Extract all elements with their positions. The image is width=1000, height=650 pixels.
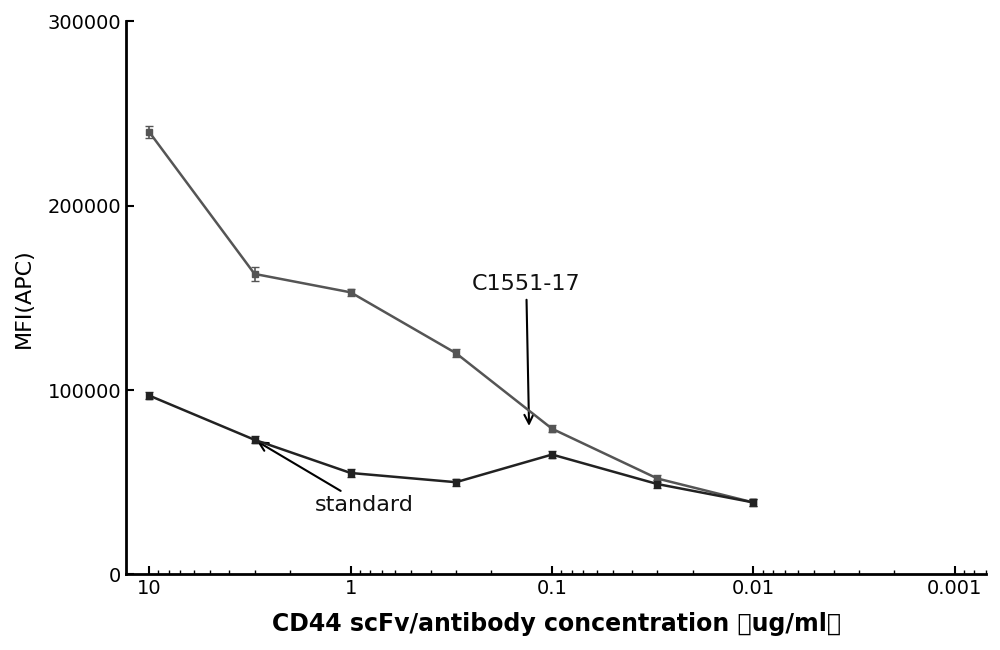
X-axis label: CD44 scFv/antibody concentration （ug/ml）: CD44 scFv/antibody concentration （ug/ml） <box>272 612 841 636</box>
Text: C1551-17: C1551-17 <box>472 274 581 424</box>
Text: standard: standard <box>259 443 414 515</box>
Y-axis label: MFI(APC): MFI(APC) <box>14 248 34 348</box>
